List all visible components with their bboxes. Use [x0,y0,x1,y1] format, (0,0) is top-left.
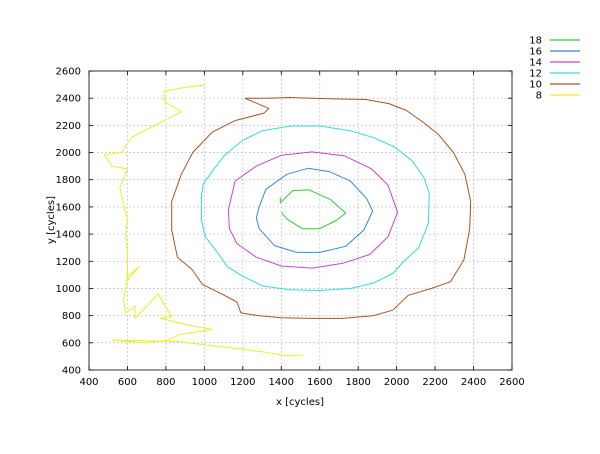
legend-label-10: 10 [529,80,542,91]
y-tick-label: 600 [62,338,81,349]
x-tick-label: 2600 [499,377,524,388]
y-tick-label: 1600 [56,202,81,213]
x-tick-label: 2400 [461,377,486,388]
x-tick-label: 400 [79,377,98,388]
x-tick-label: 1800 [345,377,370,388]
x-axis-label: x [cycles] [276,397,324,408]
y-tick-label: 800 [62,311,81,322]
contour-line-14 [227,151,399,269]
series-lines [103,84,472,357]
x-tick-label: 2200 [422,377,447,388]
x-tick-label: 2000 [384,377,409,388]
y-tick-label: 1400 [56,230,81,241]
x-tick-label: 600 [118,377,137,388]
y-tick-label: 400 [62,366,81,377]
contour-line-16 [255,167,374,253]
y-tick-label: 2000 [56,148,81,159]
legend-label-16: 16 [529,47,542,58]
contour-line-10 [171,97,472,319]
grid [89,71,512,370]
y-tick-label: 1200 [56,257,81,268]
y-axis-label: y [cycles] [46,196,57,244]
legend-label-8: 8 [536,91,542,102]
y-tick-label: 1000 [56,284,81,295]
y-tick-label: 1800 [56,175,81,186]
contour-line-8 [103,84,303,357]
legend-label-18: 18 [529,36,542,47]
y-tick-label: 2400 [56,94,81,105]
x-tick-label: 800 [156,377,175,388]
x-tick-label: 1600 [307,377,332,388]
y-tick-label: 2600 [56,67,81,78]
x-tick-label: 1400 [269,377,294,388]
legend-label-12: 12 [529,69,542,80]
x-tick-label: 1000 [192,377,217,388]
y-tick-label: 2200 [56,121,81,132]
axis-ticks: 400 600 800 1000 1200 1400 1600 1800 2000 2200 240… [56,67,525,389]
plot-frame [88,70,513,371]
contour-line-12 [201,125,430,291]
x-tick-label: 1200 [230,377,255,388]
legend-label-14: 14 [529,58,542,69]
contour-line-18 [279,189,347,230]
